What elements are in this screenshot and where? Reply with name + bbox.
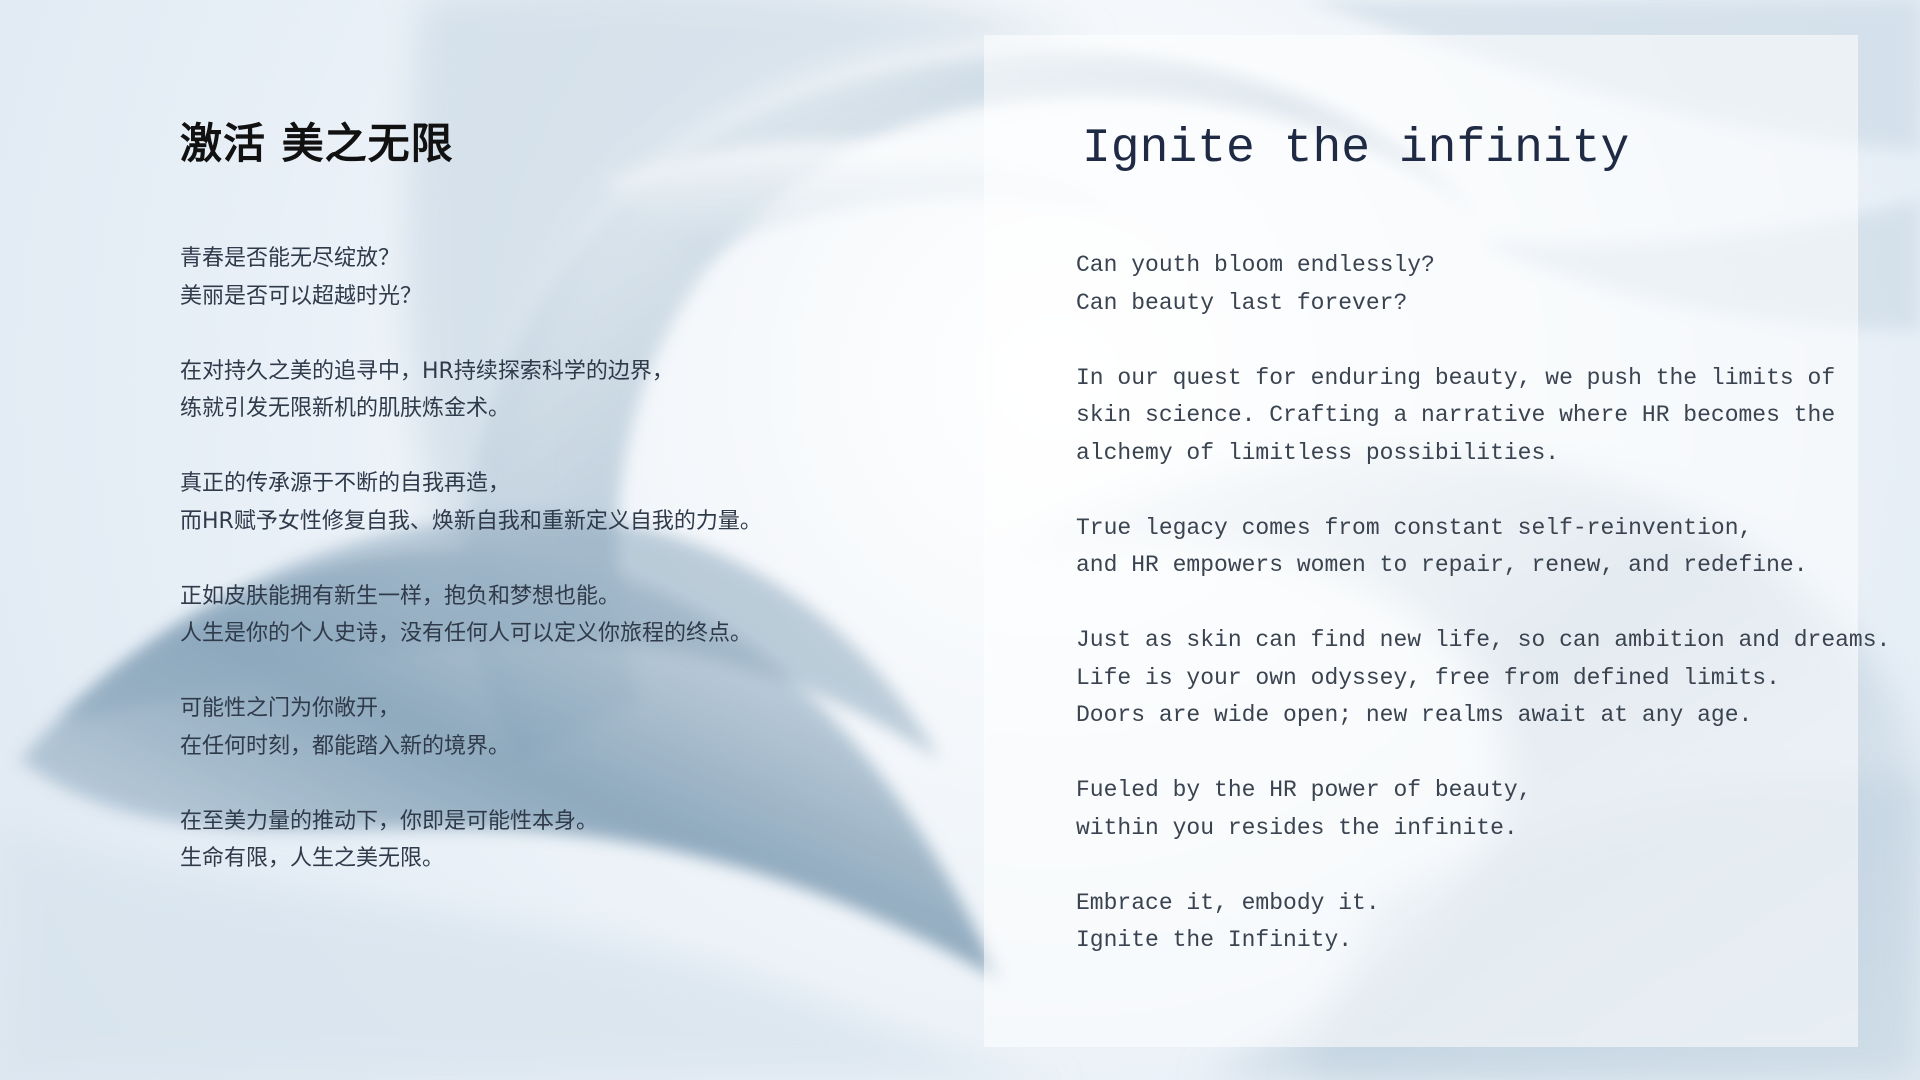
chinese-line: 生命有限，人生之美无限。 bbox=[180, 846, 445, 871]
chinese-line: 在任何时刻，都能踏入新的境界。 bbox=[180, 733, 511, 759]
chinese-line: 在至美力量的推动下，你即是可能性本身。 bbox=[180, 808, 599, 834]
chinese-line: 真正的传承源于不断的自我再造， bbox=[180, 471, 511, 496]
chinese-text-column: 激活 美之无限 青春是否能无尽绽放？ 美丽是否可以超越时光？ 在对持久之美的追寻… bbox=[180, 110, 940, 915]
english-line: alchemy of limitless possibilities. bbox=[1076, 439, 1560, 466]
english-text-column: Ignite the infinity Can youth bloom endl… bbox=[1076, 122, 1891, 997]
chinese-body: 青春是否能无尽绽放？ 美丽是否可以超越时光？ 在对持久之美的追寻中，HR持续探索… bbox=[180, 240, 940, 878]
chinese-title: 激活 美之无限 bbox=[180, 119, 454, 168]
english-paragraph: Just as skin can find new life, so can a… bbox=[1076, 622, 1891, 735]
chinese-line: 美丽是否可以超越时光？ bbox=[180, 283, 423, 309]
chinese-line: 青春是否能无尽绽放？ bbox=[180, 246, 401, 271]
english-line: Just as skin can find new life, so can a… bbox=[1076, 627, 1891, 653]
chinese-line: 在对持久之美的追寻中，HR持续探索科学的边界， bbox=[180, 358, 674, 384]
english-title: Ignite the infinity bbox=[1082, 122, 1630, 176]
chinese-line: 练就引发无限新机的肌肤炼金术。 bbox=[180, 396, 511, 421]
english-line: within you resides the infinite. bbox=[1076, 814, 1518, 841]
english-paragraph: Can youth bloom endlessly? Can beauty la… bbox=[1076, 247, 1856, 322]
chinese-line: 人生是你的个人史诗，没有任何人可以定义你旅程的终点。 bbox=[180, 621, 753, 646]
chinese-paragraph: 在对持久之美的追寻中，HR持续探索科学的边界， 练就引发无限新机的肌肤炼金术。 bbox=[180, 353, 940, 428]
english-line: Embrace it, embody it. bbox=[1076, 889, 1380, 916]
chinese-line: 正如皮肤能拥有新生一样，抱负和梦想也能。 bbox=[180, 583, 621, 609]
english-line: Fueled by the HR power of beauty, bbox=[1076, 777, 1532, 803]
english-paragraph: True legacy comes from constant self-rei… bbox=[1076, 510, 1856, 585]
english-line: and HR empowers women to repair, renew, … bbox=[1076, 552, 1808, 578]
english-line: Ignite the Infinity. bbox=[1076, 927, 1353, 953]
chinese-line: 可能性之门为你敞开， bbox=[180, 696, 401, 721]
chinese-paragraph: 正如皮肤能拥有新生一样，抱负和梦想也能。 人生是你的个人史诗，没有任何人可以定义… bbox=[180, 578, 940, 653]
english-body: Can youth bloom endlessly? Can beauty la… bbox=[1076, 247, 1891, 960]
chinese-paragraph: 可能性之门为你敞开， 在任何时刻，都能踏入新的境界。 bbox=[180, 690, 940, 765]
chinese-paragraph: 在至美力量的推动下，你即是可能性本身。 生命有限，人生之美无限。 bbox=[180, 803, 940, 878]
chinese-paragraph: 青春是否能无尽绽放？ 美丽是否可以超越时光？ bbox=[180, 240, 940, 315]
english-line: Doors are wide open; new realms await at… bbox=[1076, 702, 1753, 728]
english-paragraph: Embrace it, embody it. Ignite the Infini… bbox=[1076, 885, 1856, 960]
english-line: True legacy comes from constant self-rei… bbox=[1076, 514, 1753, 541]
translucent-text-panel bbox=[984, 35, 1858, 1047]
english-line: Life is your own odyssey, free from defi… bbox=[1076, 664, 1780, 691]
english-paragraph: Fueled by the HR power of beauty, within… bbox=[1076, 772, 1856, 847]
english-line: In our quest for enduring beauty, we pus… bbox=[1076, 364, 1836, 391]
english-line: Can beauty last forever? bbox=[1076, 289, 1408, 316]
chinese-paragraph: 真正的传承源于不断的自我再造， 而HR赋予女性修复自我、焕新自我和重新定义自我的… bbox=[180, 465, 940, 540]
english-line: Can youth bloom endlessly? bbox=[1076, 252, 1435, 278]
chinese-line: 而HR赋予女性修复自我、焕新自我和重新定义自我的力量。 bbox=[180, 508, 762, 534]
english-paragraph: In our quest for enduring beauty, we pus… bbox=[1076, 360, 1856, 473]
english-line: skin science. Crafting a narrative where… bbox=[1076, 402, 1836, 428]
